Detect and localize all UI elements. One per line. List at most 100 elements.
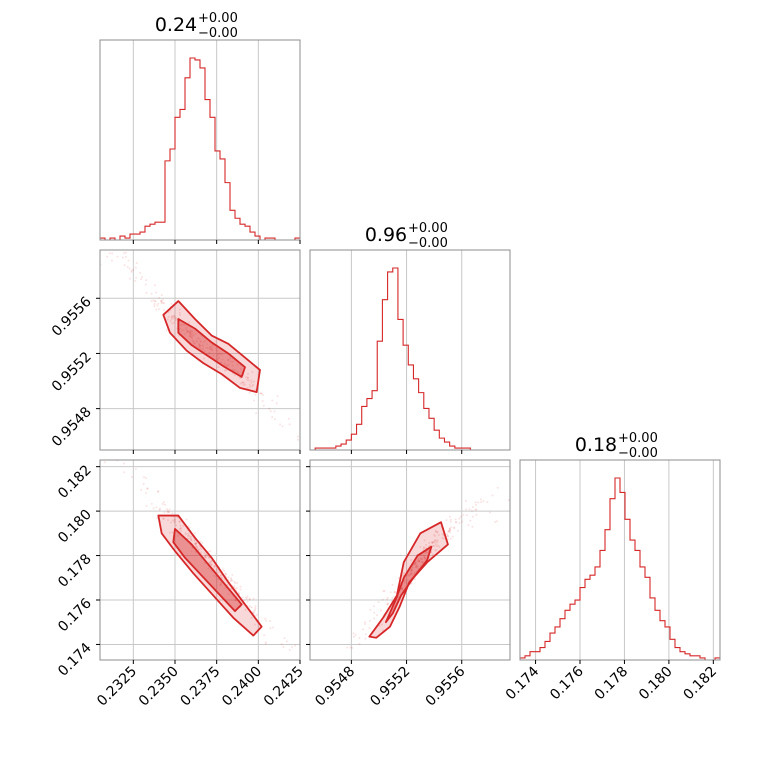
sample-point (436, 531, 439, 534)
sample-point (219, 574, 222, 577)
sample-point (187, 534, 190, 537)
sample-point (469, 519, 472, 522)
sample-point (210, 561, 213, 564)
sample-point (233, 373, 236, 376)
sample-point (187, 532, 190, 535)
sample-point (107, 246, 109, 248)
sample-point (171, 314, 174, 317)
sample-point (191, 330, 194, 333)
sample-point (190, 333, 193, 336)
sample-point (406, 578, 409, 581)
sample-point (495, 520, 498, 523)
sample-point (187, 537, 190, 540)
sample-point (471, 525, 474, 528)
sample-point (173, 518, 176, 521)
sample-point (404, 579, 407, 582)
sample-point (200, 548, 203, 551)
sample-point (221, 353, 223, 356)
sample-point (185, 326, 188, 329)
sample-point (368, 619, 371, 622)
sample-point (434, 534, 437, 537)
sample-point (391, 583, 394, 586)
sample-point (190, 539, 193, 542)
sample-point (150, 300, 153, 303)
sample-point (242, 383, 245, 386)
sample-point (375, 614, 378, 617)
sample-point (408, 574, 411, 577)
sample-point (220, 581, 223, 584)
sample-point (403, 571, 406, 574)
sample-point (217, 366, 220, 369)
sample-point (409, 568, 412, 571)
sample-point (410, 582, 413, 585)
sample-point (449, 529, 452, 532)
sample-point (252, 383, 255, 386)
sample-point (389, 591, 392, 594)
sample-point (195, 541, 198, 544)
sample-point (244, 596, 247, 599)
sample-point (364, 623, 367, 626)
sample-point (507, 499, 510, 502)
sample-point (418, 560, 421, 563)
sample-point (230, 587, 233, 590)
panel-frame-0-1 (99, 249, 301, 451)
histogram-steps-1 (310, 267, 510, 450)
sample-point (448, 529, 451, 532)
sample-point (223, 369, 226, 372)
sample-point (224, 572, 227, 575)
sample-point (451, 535, 454, 538)
sample-point (251, 371, 254, 374)
scatter-panel-0-1 (99, 246, 301, 451)
sample-point (229, 579, 232, 582)
sample-point (134, 266, 137, 269)
sample-point (433, 533, 436, 536)
sample-point (448, 515, 451, 518)
sample-point (134, 279, 137, 282)
sample-point (198, 346, 201, 349)
sample-point (166, 510, 169, 513)
sample-point (189, 335, 192, 338)
sample-point (414, 566, 417, 569)
sample-point (218, 352, 221, 355)
sample-point (167, 519, 170, 522)
sample-point (471, 515, 474, 518)
sample-point (178, 308, 181, 311)
sample-point (471, 509, 473, 512)
sample-point (219, 353, 222, 356)
sample-point (239, 382, 242, 385)
sample-point (271, 399, 274, 402)
sample-point (140, 278, 143, 281)
sample-point (234, 368, 237, 371)
x-tick-label-1-0: 0.9548 (312, 664, 358, 710)
sample-point (204, 555, 207, 558)
sample-point (475, 513, 478, 516)
sample-point (400, 588, 403, 591)
sample-point (223, 363, 226, 366)
sample-point (207, 556, 210, 558)
sample-point (232, 368, 235, 371)
sample-point (204, 555, 207, 558)
sample-point (203, 556, 206, 559)
sample-point (171, 512, 174, 515)
sample-point (288, 649, 291, 652)
sample-point (170, 521, 173, 524)
sample-point (211, 349, 214, 352)
sample-point (216, 349, 219, 352)
sample-point (163, 302, 166, 305)
sample-point (354, 633, 357, 636)
sample-point (167, 510, 170, 513)
sample-point (474, 503, 477, 506)
sample-point (467, 524, 470, 527)
sample-point (154, 300, 157, 303)
sample-point (239, 588, 242, 591)
sample-point (195, 542, 198, 545)
sample-point (216, 357, 219, 360)
sample-point (423, 546, 426, 549)
sample-point (227, 358, 230, 361)
sample-point (183, 333, 186, 336)
sample-point (208, 347, 211, 350)
sample-point (110, 259, 113, 262)
sample-point (243, 599, 246, 602)
sample-point (461, 520, 464, 523)
sample-point (241, 596, 244, 599)
